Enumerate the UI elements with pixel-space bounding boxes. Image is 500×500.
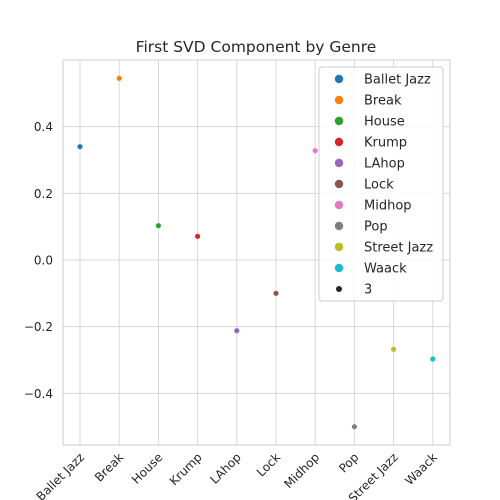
legend-box xyxy=(318,66,444,302)
data-points xyxy=(77,75,436,430)
data-point-midhop xyxy=(312,148,318,154)
legend-marker xyxy=(334,200,344,210)
legend-marker xyxy=(334,242,344,252)
legend-label: Midhop xyxy=(364,199,412,214)
legend-size-marker xyxy=(336,286,342,292)
data-point-pop xyxy=(351,424,357,430)
legend-label: Ballet Jazz xyxy=(364,73,431,88)
legend-label: Lock xyxy=(364,178,394,193)
y-axis: −0.4 −0.2 0.0 0.2 0.4 xyxy=(24,120,53,401)
data-point-house xyxy=(155,223,161,229)
legend-label: House xyxy=(364,115,405,130)
legend-size-label: 3 xyxy=(364,283,372,298)
legend-marker xyxy=(334,95,344,105)
legend-label: Waack xyxy=(364,262,407,277)
legend-label: Break xyxy=(364,94,402,109)
legend-marker xyxy=(334,263,344,273)
data-point-lahop xyxy=(234,328,240,334)
y-tick-label: 0.2 xyxy=(34,187,53,201)
legend-marker xyxy=(334,116,344,126)
data-point-break xyxy=(116,75,122,81)
data-point-street-jazz xyxy=(391,346,397,352)
plot-area-frame xyxy=(62,59,451,446)
legend-marker xyxy=(334,179,344,189)
legend-marker xyxy=(334,137,344,147)
legend-label: Street Jazz xyxy=(364,241,433,256)
legend-marker xyxy=(334,221,344,231)
data-point-krump xyxy=(195,233,201,239)
y-tick-label: 0.4 xyxy=(34,120,53,134)
y-tick-label: −0.4 xyxy=(24,387,53,401)
y-tick-label: −0.2 xyxy=(24,320,53,334)
data-point-lock xyxy=(273,290,279,296)
legend: Ballet Jazz Break House Krump LAhop Lock Midho… xyxy=(318,66,444,302)
data-point-waack xyxy=(430,356,436,362)
chart-title: First SVD Component by Genre xyxy=(136,38,377,56)
y-tick-label: 0.0 xyxy=(34,254,53,268)
legend-label: Krump xyxy=(364,136,407,151)
legend-marker xyxy=(334,74,344,84)
legend-label: Pop xyxy=(364,220,388,235)
legend-label: LAhop xyxy=(364,157,405,172)
data-point-ballet-jazz xyxy=(77,144,83,150)
legend-marker xyxy=(334,158,344,168)
